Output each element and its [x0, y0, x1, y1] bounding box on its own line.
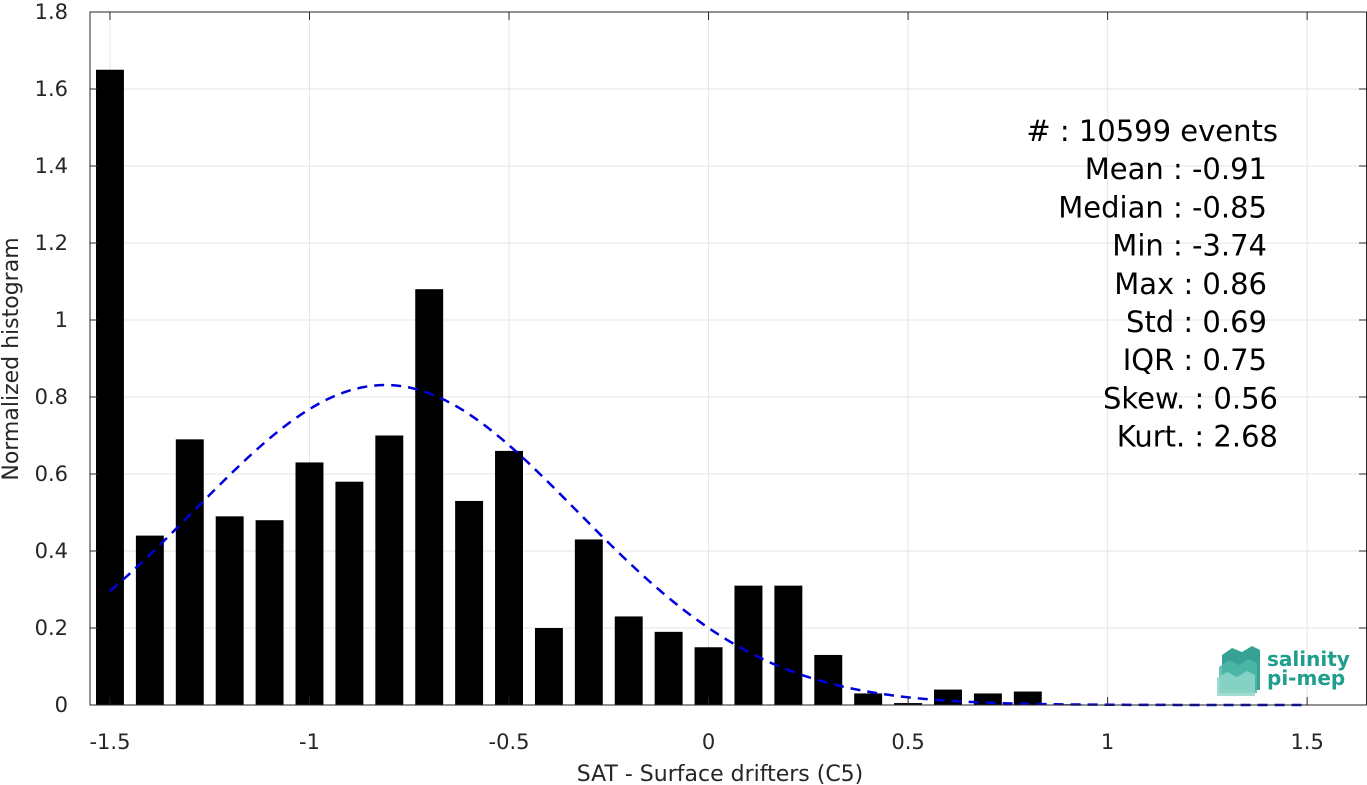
- histogram-bar: [574, 539, 603, 705]
- y-tick-label: 0.8: [35, 385, 68, 409]
- histogram-bar: [1013, 691, 1042, 705]
- histogram-bar: [455, 500, 484, 705]
- statistic-line: Std : 0.69: [1126, 305, 1267, 339]
- y-tick-label: 1: [55, 308, 68, 332]
- histogram-bar: [854, 693, 883, 705]
- y-tick-labels: 0 0.2 0.4 0.6 0.8 1 1.2 1.4 1.6 1.8: [35, 0, 68, 717]
- statistic-line: IQR : 0.75: [1123, 343, 1267, 377]
- salinity-pimep-logo: salinity pi-mep: [1217, 646, 1350, 696]
- histogram-bar: [135, 535, 164, 705]
- histogram-bar: [534, 628, 563, 705]
- y-tick-label: 1.8: [35, 0, 68, 24]
- histogram-bar: [295, 462, 324, 705]
- x-tick-label: 0: [702, 730, 715, 754]
- x-tick-label: 1: [1101, 730, 1114, 754]
- axis-ticks: [90, 11, 1367, 706]
- logo-line-2: pi-mep: [1267, 666, 1345, 690]
- statistic-line: Min : -3.74: [1112, 229, 1267, 263]
- histogram-bar: [973, 693, 1002, 705]
- histogram-bar: [415, 289, 444, 705]
- x-axis-title: SAT - Surface drifters (C5): [577, 762, 864, 785]
- x-tick-label: 0.5: [891, 730, 924, 754]
- statistic-line: # : 10599 events: [1026, 114, 1278, 148]
- histogram-bar: [175, 439, 204, 705]
- histogram-bar: [255, 520, 284, 705]
- histogram-bar: [694, 647, 723, 705]
- statistic-line: Mean : -0.91: [1085, 152, 1267, 186]
- histogram-bar: [375, 435, 404, 705]
- histogram-bar: [734, 585, 763, 705]
- x-tick-labels: -1.5 -1 -0.5 0 0.5 1 1.5: [89, 730, 1323, 754]
- x-tick-label: 1.5: [1290, 730, 1323, 754]
- x-tick-label: -0.5: [489, 730, 530, 754]
- histogram-bar: [495, 450, 523, 705]
- logo-wave-icon: [1217, 646, 1260, 696]
- y-tick-label: 0.2: [35, 616, 68, 640]
- y-tick-label: 0: [55, 693, 68, 717]
- statistic-line: Max : 0.86: [1114, 267, 1267, 301]
- histogram-bar: [215, 516, 244, 705]
- y-tick-label: 1.6: [35, 77, 68, 101]
- statistic-line: Kurt. : 2.68: [1117, 420, 1278, 454]
- histogram-bar: [774, 585, 803, 705]
- y-tick-label: 0.4: [35, 539, 68, 563]
- y-tick-label: 0.6: [35, 462, 68, 486]
- x-tick-label: -1.5: [89, 730, 130, 754]
- statistic-line: Median : -0.85: [1058, 190, 1267, 224]
- histogram-bar: [95, 69, 124, 705]
- histogram-bar: [614, 616, 643, 705]
- statistic-line: Skew. : 0.56: [1103, 381, 1278, 415]
- histogram-bar: [934, 689, 962, 705]
- y-axis-title: Normalized histogram: [0, 237, 24, 480]
- y-tick-label: 1.2: [35, 231, 68, 255]
- y-tick-label: 1.4: [35, 154, 68, 178]
- x-tick-label: -1: [299, 730, 320, 754]
- histogram-bar: [335, 481, 364, 705]
- statistics-annotation: # : 10599 events Mean : -0.91 Median : -0.…: [1026, 114, 1278, 454]
- logo-line-1: salinity: [1267, 647, 1350, 671]
- histogram-bar: [654, 631, 683, 705]
